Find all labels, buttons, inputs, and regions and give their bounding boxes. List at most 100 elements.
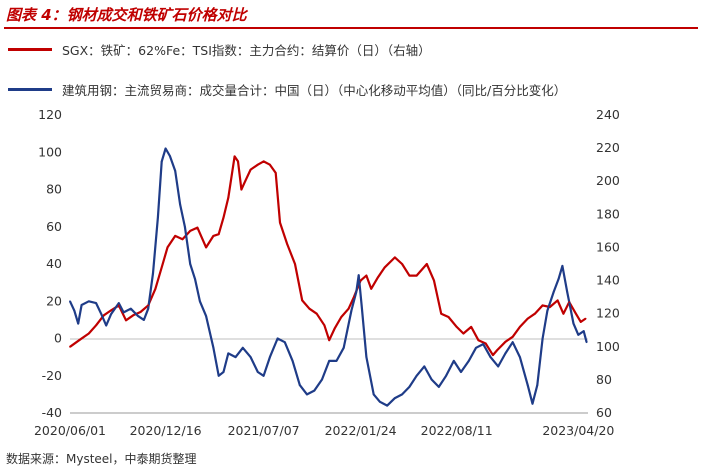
data-point-steel	[577, 333, 580, 336]
data-point-sgx	[308, 307, 311, 310]
data-point-steel	[357, 274, 360, 277]
data-point-steel	[189, 263, 192, 265]
y-right-tick-label: 220	[596, 140, 620, 155]
data-point-steel	[241, 346, 244, 349]
data-point-sgx	[401, 263, 403, 265]
x-tick-label: 2020/06/01	[34, 423, 106, 438]
x-tick-label: 2020/12/16	[130, 423, 202, 438]
data-point-sgx	[359, 279, 362, 282]
data-point-sgx	[189, 230, 192, 232]
data-point-steel	[306, 393, 308, 396]
y-left-tick-label: 60	[46, 219, 62, 234]
data-point-sgx	[383, 266, 386, 269]
data-point-steel	[152, 272, 154, 275]
data-point-sgx	[323, 324, 326, 327]
data-point-steel	[572, 322, 575, 325]
y-right-tick-label: 240	[596, 107, 620, 122]
data-point-steel	[313, 389, 316, 392]
y-right-tick-label: 180	[596, 206, 620, 221]
data-point-steel	[497, 365, 500, 368]
data-point-sgx	[440, 312, 443, 315]
data-point-steel	[105, 324, 108, 327]
x-tick-label: 2022/08/11	[421, 423, 493, 438]
data-point-sgx	[484, 342, 487, 345]
data-point-steel	[291, 360, 294, 362]
data-point-sgx	[294, 263, 296, 265]
data-point-steel	[489, 356, 492, 358]
data-point-sgx	[205, 246, 208, 249]
data-point-sgx	[217, 233, 220, 236]
chart-title: 图表 4：钢材成交和铁矿石价格对比	[6, 6, 247, 24]
y-left-tick-label: -40	[42, 405, 62, 420]
data-point-steel	[73, 309, 76, 312]
data-point-steel	[143, 319, 145, 321]
data-point-sgx	[78, 339, 81, 342]
data-point-steel	[100, 313, 103, 316]
data-point-sgx	[328, 339, 331, 342]
data-point-sgx	[447, 316, 450, 318]
data-point-steel	[256, 371, 259, 373]
source-note: 数据来源：Mysteel，中泰期货整理	[6, 452, 197, 466]
data-point-steel	[164, 147, 167, 150]
data-point-sgx	[132, 314, 135, 317]
data-point-sgx	[575, 312, 577, 315]
data-point-sgx	[549, 306, 551, 308]
data-point-sgx	[408, 274, 411, 277]
legend-label-sgx: SGX：铁矿：62%Fe：TSI指数：主力合约：结算价（日）（右轴）	[62, 43, 431, 58]
data-point-steel	[531, 402, 534, 405]
data-point-steel	[423, 365, 426, 368]
data-point-sgx	[365, 274, 368, 277]
data-point-steel	[541, 337, 544, 340]
data-point-steel	[401, 393, 403, 396]
data-point-sgx	[462, 332, 465, 335]
data-point-sgx	[534, 312, 536, 315]
data-point-sgx	[470, 326, 473, 328]
data-point-steel	[283, 341, 286, 344]
data-point-sgx	[240, 188, 243, 191]
data-point-steel	[87, 300, 90, 303]
data-point-steel	[227, 352, 230, 355]
data-point-sgx	[125, 319, 127, 322]
data-point-steel	[321, 378, 323, 381]
x-tick-label: 2021/07/07	[228, 423, 300, 438]
y-right-tick-label: 100	[596, 339, 620, 354]
data-point-steel	[430, 378, 433, 381]
data-point-sgx	[315, 312, 318, 315]
legend-swatch-sgx	[8, 48, 52, 51]
y-left-tick-label: 120	[38, 107, 62, 122]
y-left-tick-label: 80	[46, 182, 62, 197]
data-point-steel	[222, 371, 225, 373]
y-right-tick-label: 140	[596, 273, 620, 288]
data-point-steel	[217, 374, 220, 377]
series-line-sgx	[69, 155, 587, 357]
series-points	[69, 147, 588, 407]
data-point-steel	[452, 360, 455, 362]
x-ticks: 2020/06/01 2020/12/16 2021/07/07 2022/01/24…	[34, 423, 614, 438]
y-right-tick-label: 120	[596, 306, 620, 321]
data-point-steel	[205, 315, 208, 317]
data-point-steel	[379, 400, 381, 403]
data-point-sgx	[333, 327, 336, 330]
data-point-steel	[160, 160, 163, 163]
data-point-steel	[482, 343, 485, 345]
data-point-sgx	[584, 317, 587, 320]
y-right-tick-label: 80	[596, 372, 612, 387]
y-left-tick-label: -20	[42, 368, 62, 383]
data-point-sgx	[102, 314, 105, 317]
data-point-steel	[460, 371, 462, 373]
data-point-sgx	[233, 155, 236, 158]
data-point-steel	[169, 155, 171, 157]
data-point-steel	[122, 311, 125, 314]
data-point-sgx	[556, 299, 559, 302]
data-point-steel	[526, 384, 529, 386]
data-point-sgx	[340, 316, 343, 318]
data-point-steel	[212, 346, 215, 349]
data-point-steel	[129, 307, 132, 310]
data-point-steel	[386, 404, 389, 407]
data-point-steel	[445, 374, 447, 377]
data-point-steel	[179, 203, 182, 206]
data-point-steel	[95, 302, 97, 304]
data-point-sgx	[274, 172, 277, 174]
data-point-steel	[276, 337, 279, 340]
